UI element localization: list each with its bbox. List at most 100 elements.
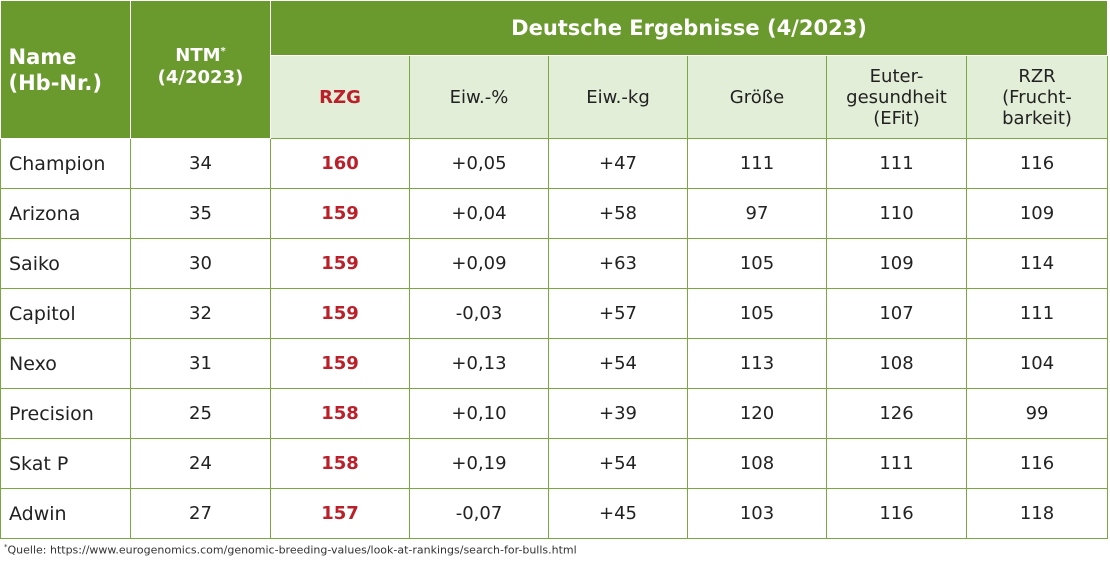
euter-cell: 109 (826, 238, 967, 289)
name-column-header: Name (Hb-Nr.) (0, 1, 131, 139)
rzr-cell: 114 (966, 238, 1109, 289)
rzr-cell: 116 (966, 438, 1109, 489)
euter-cell: 107 (826, 288, 967, 339)
groesse-cell: 97 (687, 188, 827, 239)
eiw-kg-cell: +57 (548, 288, 688, 339)
euter-cell: 108 (826, 338, 967, 389)
footnote-marker: * (4, 543, 8, 551)
column-header-rzg: RZG (270, 55, 410, 139)
eiw-pct-cell: +0,10 (409, 388, 549, 439)
rzg-cell: 159 (270, 238, 410, 289)
rzg-cell: 157 (270, 488, 410, 539)
rzg-cell: 159 (270, 188, 410, 239)
eiw-kg-cell: +58 (548, 188, 688, 239)
column-header-rzr: RZR (Frucht-barkeit) (966, 55, 1109, 139)
ntm-cell: 24 (130, 438, 271, 489)
column-header-eiw-kg: Eiw.-kg (548, 55, 688, 139)
table-row: Arizona 35 159 +0,04 +58 97 110 109 (0, 188, 1109, 239)
rzr-cell: 109 (966, 188, 1109, 239)
source-footnote: *Quelle: https://www.eurogenomics.com/ge… (4, 543, 577, 557)
euter-cell: 116 (826, 488, 967, 539)
eiw-pct-cell: -0,03 (409, 288, 549, 339)
group-title: Deutsche Ergebnisse (4/2023) (270, 1, 1109, 56)
ntm-cell: 31 (130, 338, 271, 389)
table-row: Capitol 32 159 -0,03 +57 105 107 111 (0, 288, 1109, 339)
ntm-cell: 34 (130, 138, 271, 189)
ntm-cell: 32 (130, 288, 271, 339)
eiw-pct-cell: +0,09 (409, 238, 549, 289)
footnote-text: Quelle: https://www.eurogenomics.com/gen… (7, 543, 577, 557)
euter-cell: 110 (826, 188, 967, 239)
rzr-cell: 111 (966, 288, 1109, 339)
table-row: Precision 25 158 +0,10 +39 120 126 99 (0, 388, 1109, 439)
eiw-pct-cell: +0,04 (409, 188, 549, 239)
name-cell: Saiko (0, 238, 131, 289)
eiw-kg-cell: +54 (548, 438, 688, 489)
ntm-cell: 30 (130, 238, 271, 289)
eiw-kg-cell: +45 (548, 488, 688, 539)
rzg-cell: 158 (270, 388, 410, 439)
column-header-line: Größe (729, 86, 785, 108)
table-row: Adwin 27 157 -0,07 +45 103 116 118 (0, 488, 1109, 539)
eiw-pct-cell: +0,19 (409, 438, 549, 489)
ntm-header-line1: NTM* (131, 41, 270, 67)
ntm-header-label: NTM (175, 44, 221, 66)
bull-rankings-table: Name (Hb-Nr.) NTM* (4/2023) Deutsche Erg… (0, 1, 1109, 539)
rzr-cell: 104 (966, 338, 1109, 389)
name-cell: Capitol (0, 288, 131, 339)
column-header-line: RZR (1018, 65, 1056, 87)
table-body: Champion 34 160 +0,05 +47 111 111 116 Arizona 35 1… (0, 138, 1109, 539)
column-header-line: Eiw.-% (449, 86, 509, 108)
name-header-line2: (Hb-Nr.) (8, 70, 102, 95)
euter-cell: 126 (826, 388, 967, 439)
name-header-line1: Name (8, 44, 77, 69)
ntm-footnote-marker: * (220, 45, 226, 57)
rzr-cell: 99 (966, 388, 1109, 439)
name-cell: Precision (0, 388, 131, 439)
header-row-sub: RZG Eiw.-% Eiw.-kg Größe Euter-gesundheit (EF… (1, 55, 1109, 139)
column-header-euter: Euter-gesundheit (EFit) (826, 55, 967, 139)
eiw-pct-cell: +0,05 (409, 138, 549, 189)
rzg-cell: 159 (270, 338, 410, 389)
column-header-groesse: Größe (687, 55, 827, 139)
rzg-cell: 160 (270, 138, 410, 189)
name-cell: Arizona (0, 188, 131, 239)
euter-cell: 111 (826, 138, 967, 189)
ntm-header-line2: (4/2023) (157, 66, 244, 88)
groesse-cell: 105 (687, 238, 827, 289)
eiw-kg-cell: +47 (548, 138, 688, 189)
ntm-cell: 25 (130, 388, 271, 439)
euter-cell: 111 (826, 438, 967, 489)
groesse-cell: 105 (687, 288, 827, 339)
ntm-column-header: NTM* (4/2023) (130, 1, 271, 139)
column-header-line: Eiw.-kg (586, 86, 650, 108)
table-row: Nexo 31 159 +0,13 +54 113 108 104 (0, 338, 1109, 389)
table-row: Skat P 24 158 +0,19 +54 108 111 116 (0, 438, 1109, 489)
column-header-line: RZG (319, 86, 361, 108)
column-header-line: (EFit) (873, 107, 920, 129)
name-cell: Adwin (0, 488, 131, 539)
groesse-cell: 103 (687, 488, 827, 539)
rzg-cell: 158 (270, 438, 410, 489)
column-header-line: gesundheit (846, 86, 947, 108)
rzr-cell: 118 (966, 488, 1109, 539)
eiw-pct-cell: +0,13 (409, 338, 549, 389)
column-header-line: Euter- (869, 65, 924, 87)
header-row-top: Name (Hb-Nr.) NTM* (4/2023) Deutsche Erg… (0, 1, 1109, 139)
groesse-cell: 108 (687, 438, 827, 489)
column-header-line: barkeit) (1002, 107, 1072, 129)
column-header-line: (Frucht- (1002, 86, 1072, 108)
column-header-eiw-pct: Eiw.-% (409, 55, 549, 139)
eiw-kg-cell: +63 (548, 238, 688, 289)
eiw-pct-cell: -0,07 (409, 488, 549, 539)
table-row: Saiko 30 159 +0,09 +63 105 109 114 (0, 238, 1109, 289)
name-cell: Nexo (0, 338, 131, 389)
rzg-cell: 159 (270, 288, 410, 339)
ntm-cell: 27 (130, 488, 271, 539)
name-cell: Skat P (0, 438, 131, 489)
groesse-cell: 113 (687, 338, 827, 389)
table-row: Champion 34 160 +0,05 +47 111 111 116 (0, 138, 1109, 189)
rzr-cell: 116 (966, 138, 1109, 189)
groesse-cell: 111 (687, 138, 827, 189)
